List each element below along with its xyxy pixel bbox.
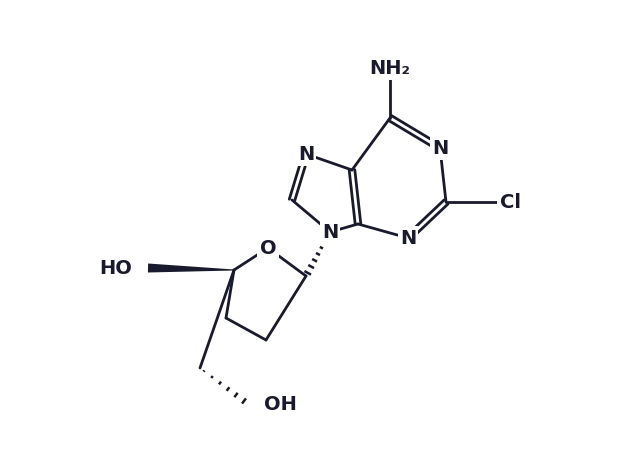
- Text: Cl: Cl: [499, 193, 520, 212]
- Text: NH₂: NH₂: [369, 58, 410, 78]
- Text: HO: HO: [99, 258, 132, 277]
- Text: N: N: [400, 228, 416, 248]
- Text: OH: OH: [264, 394, 297, 414]
- Text: O: O: [260, 238, 276, 258]
- Polygon shape: [148, 264, 234, 273]
- Text: N: N: [298, 144, 314, 164]
- Text: N: N: [432, 139, 448, 157]
- Text: N: N: [322, 222, 338, 242]
